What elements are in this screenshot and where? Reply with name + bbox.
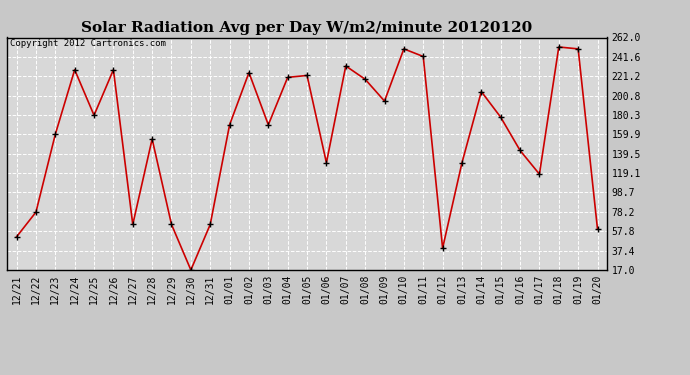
Title: Solar Radiation Avg per Day W/m2/minute 20120120: Solar Radiation Avg per Day W/m2/minute …	[81, 21, 533, 35]
Text: Copyright 2012 Cartronics.com: Copyright 2012 Cartronics.com	[10, 39, 166, 48]
